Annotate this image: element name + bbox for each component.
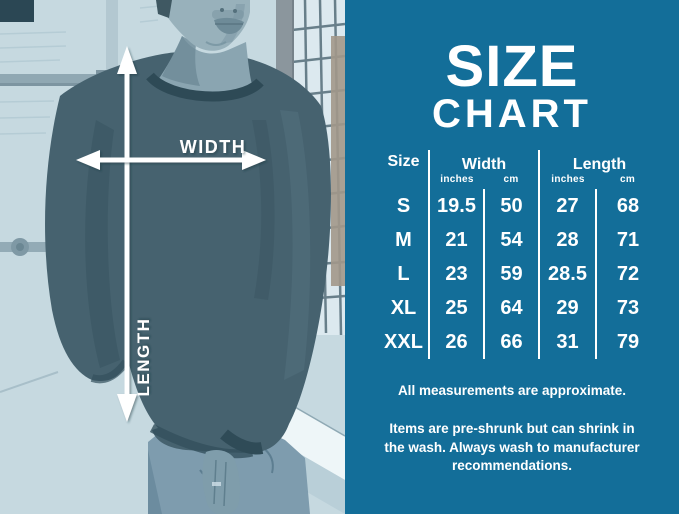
unit-header-length-cm: cm	[619, 174, 636, 186]
size-label: XXL	[384, 330, 423, 353]
arrowhead-left	[76, 150, 100, 170]
model-head	[146, 0, 264, 102]
arrowhead-up	[117, 46, 137, 74]
width-cm-value: 64	[483, 291, 539, 326]
size-label: M	[395, 228, 412, 251]
unit-header-width-inches: inches	[428, 174, 484, 190]
width-cm-value: 54	[483, 223, 539, 258]
width-in-value: 21	[428, 223, 484, 258]
size-row-s: S 19.5 50 27 68	[379, 189, 659, 224]
size-chart-title: SIZE CHART	[345, 34, 679, 137]
width-in-value: 19.5	[428, 189, 484, 224]
column-header-length: Length	[538, 150, 659, 175]
model-hand	[202, 450, 241, 514]
arrowhead-down	[117, 394, 137, 422]
column-header-width: Width	[428, 150, 539, 175]
length-cm-value: 72	[595, 257, 659, 292]
length-in-value: 27	[538, 189, 596, 224]
length-arrow-label: LENGTH	[134, 318, 153, 397]
width-in-value: 25	[428, 291, 484, 326]
length-in-value: 31	[538, 325, 596, 360]
arrowhead-right	[242, 150, 266, 170]
length-in-value: 29	[538, 291, 596, 326]
length-cm-value: 68	[595, 189, 659, 224]
size-row-l: L 23 59 28.5 72	[379, 257, 659, 292]
note-measurements-approximate: All measurements are approximate.	[397, 383, 627, 399]
length-cm-value: 79	[595, 325, 659, 360]
length-cm-value: 71	[595, 223, 659, 258]
width-in-value: 23	[428, 257, 484, 292]
length-cm-value: 73	[595, 291, 659, 326]
model-photo: WIDTH LENGTH	[0, 0, 345, 514]
size-chart-panel: SIZE CHART Size Width Length inches cm i…	[345, 0, 679, 514]
size-row-m: M 21 54 28 71	[379, 223, 659, 258]
length-in-value: 28.5	[538, 257, 596, 292]
size-label: S	[396, 194, 411, 217]
photo-panel: WIDTH LENGTH	[0, 0, 345, 514]
title-line-chart: CHART	[432, 92, 592, 137]
size-row-xl: XL 25 64 29 73	[379, 291, 659, 326]
size-label: XL	[390, 296, 417, 319]
unit-header-length-inches: inches	[538, 174, 596, 190]
length-arrow	[117, 46, 137, 422]
title-line-size: SIZE	[445, 34, 579, 99]
sweatshirt	[45, 52, 331, 459]
size-table: Size Width Length inches cm inches cm S …	[379, 150, 659, 360]
size-row-xxl: XXL 26 66 31 79	[379, 325, 659, 360]
width-arrow-label: WIDTH	[180, 137, 246, 157]
width-cm-value: 66	[483, 325, 539, 360]
note-care-instructions: Items are pre-shrunk but can shrink in t…	[384, 421, 640, 473]
width-cm-value: 50	[483, 189, 539, 224]
column-header-size: Size	[387, 153, 420, 171]
width-arrow	[76, 150, 266, 170]
size-label: L	[397, 262, 410, 285]
width-in-value: 26	[428, 325, 484, 360]
width-cm-value: 59	[483, 257, 539, 292]
length-in-value: 28	[538, 223, 596, 258]
unit-header-row: inches cm inches cm	[379, 174, 659, 190]
collar	[146, 72, 264, 102]
group-header-row: Size Width Length	[379, 150, 659, 175]
unit-header-width-cm: cm	[503, 174, 519, 186]
